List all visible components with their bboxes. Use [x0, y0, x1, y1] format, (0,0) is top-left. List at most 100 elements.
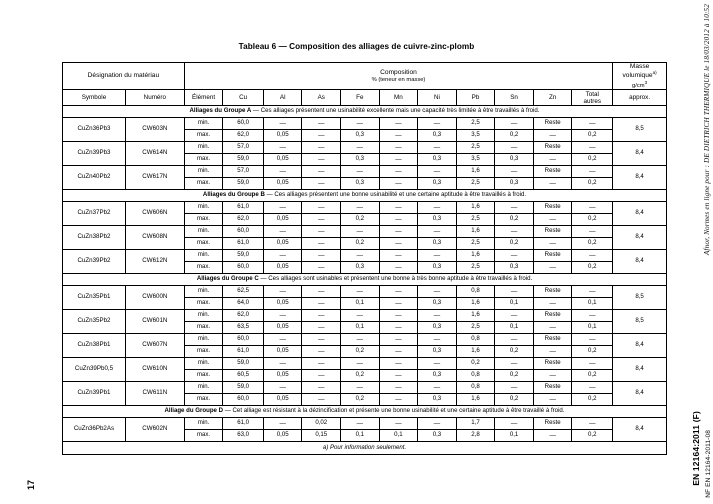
cell-zn-max: —	[532, 369, 573, 383]
cell-sn-min: —	[494, 117, 534, 131]
cell-al-max: 0,05	[262, 261, 303, 275]
cell-fe-max: 0,2	[340, 393, 380, 407]
cell-fe-min: —	[340, 417, 380, 431]
cell-as-max: —	[301, 261, 342, 275]
cell-symbole: CuZn35Pb1	[62, 285, 126, 311]
cell-fe-min: —	[340, 165, 380, 179]
cell-al-min: —	[262, 333, 303, 347]
cell-pb-max: 3,5	[455, 153, 496, 167]
cell-as-min: —	[301, 165, 342, 179]
cell-sn-min: —	[494, 309, 534, 323]
cell-max-label: max.	[183, 369, 224, 383]
cell-ni-min: —	[417, 357, 457, 371]
cell-pb-max: 2,5	[455, 321, 496, 335]
cell-mn-min: —	[378, 165, 419, 179]
cell-zn-max: —	[532, 393, 573, 407]
cell-pb-min: 1,6	[455, 309, 496, 323]
cell-max-label: max.	[183, 297, 224, 311]
cell-fe-max: 0,3	[340, 261, 380, 275]
cell-fe-max: 0,1	[340, 321, 380, 335]
cell-sn-min: —	[494, 141, 534, 155]
table-row: CuZn38Pb2 CW608N min. 60,0— — — — —1,6— Reste —8,…	[62, 225, 667, 251]
cell-sn-max: 0,1	[494, 297, 534, 311]
cell-symbole: CuZn39Pb3	[62, 141, 126, 167]
header-al: Al	[262, 89, 303, 107]
cell-mn-max: —	[378, 129, 419, 143]
cell-masse-volumique: 8,4	[612, 141, 667, 167]
cell-ni-max: 0,3	[417, 297, 457, 311]
group-band-row: Alliages du Groupe B — Ces alliages prés…	[62, 189, 667, 203]
cell-fe-max: 0,1	[340, 297, 380, 311]
table-row: CuZn39Pb2 CW612N min. 59,0— — — — —1,6— Reste —8,…	[62, 249, 667, 275]
cell-cu-max: 60,0	[222, 393, 264, 407]
cell-as-min: —	[301, 357, 342, 371]
cell-cu-max: 63,5	[222, 321, 264, 335]
cell-as-max: —	[301, 153, 342, 167]
cell-total-max: 0,2	[571, 345, 614, 359]
cell-min-label: min.	[183, 141, 224, 155]
cell-zn-min: Reste	[532, 417, 573, 431]
cell-cu-max: 59,0	[222, 177, 264, 191]
cell-as-min: —	[301, 309, 342, 323]
cell-total-max: 0,2	[571, 237, 614, 251]
cell-sn-max: 0,3	[494, 153, 534, 167]
cell-mn-min: —	[378, 117, 419, 131]
cell-ni-min: —	[417, 417, 457, 431]
cell-ni-min: —	[417, 225, 457, 239]
cell-numero: CW611N	[124, 381, 185, 407]
cell-al-min: —	[262, 381, 303, 395]
cell-ni-max: 0,3	[417, 261, 457, 275]
cell-cu-max: 61,0	[222, 237, 264, 251]
cell-zn-min: Reste	[532, 381, 573, 395]
cell-ni-min: —	[417, 285, 457, 299]
cell-pb-min: 0,8	[455, 285, 496, 299]
cell-zn-max: —	[532, 345, 573, 359]
header-masse-line2: volumiquea)	[622, 70, 657, 80]
table-row: CuZn39Pb0,5 CW610N min. 59,0— — — — —0,2— Reste —…	[62, 357, 667, 383]
cell-numero: CW601N	[124, 309, 185, 335]
cell-total-min: —	[571, 417, 614, 431]
cell-sn-max: 0,2	[494, 129, 534, 143]
cell-al-min: —	[262, 417, 303, 431]
cell-fe-min: —	[340, 285, 380, 299]
cell-cu-max: 63,0	[222, 429, 264, 443]
cell-masse-volumique: 8,4	[612, 333, 667, 359]
cell-as-min: —	[301, 333, 342, 347]
cell-mn-max: —	[378, 237, 419, 251]
cell-total-min: —	[571, 225, 614, 239]
cell-numero: CW607N	[124, 333, 185, 359]
cell-sn-min: —	[494, 381, 534, 395]
cell-pb-min: 1,6	[455, 201, 496, 215]
cell-zn-max: —	[532, 153, 573, 167]
cell-total-min: —	[571, 285, 614, 299]
cell-sn-min: —	[494, 201, 534, 215]
header-designation: Désignation du matériau	[62, 61, 185, 91]
cell-zn-max: —	[532, 297, 573, 311]
cell-symbole: CuZn38Pb2	[62, 225, 126, 251]
table-row: CuZn39Pb3 CW614N min. 57,0— — — — —2,5— Reste —8,…	[62, 141, 667, 167]
cell-total-min: —	[571, 357, 614, 371]
cell-sn-max: 0,2	[494, 213, 534, 227]
footnote-text: a) Pour information seulement.	[62, 441, 667, 456]
cell-al-min: —	[262, 357, 303, 371]
cell-as-min: —	[301, 249, 342, 263]
header-total-autres: Total autres	[571, 89, 614, 107]
cell-max-label: max.	[183, 213, 224, 227]
cell-symbole: CuZn36Pb2As	[62, 417, 126, 443]
table-row: CuZn40Pb2 CW617N min. 57,0— — — — —1,6— Reste —8,…	[62, 165, 667, 191]
header-element: Élément	[183, 89, 224, 107]
cell-sn-max: 0,3	[494, 177, 534, 191]
cell-mn-max: —	[378, 297, 419, 311]
cell-mn-max: —	[378, 369, 419, 383]
header-composition-label: Composition	[380, 69, 417, 77]
cell-al-min: —	[262, 141, 303, 155]
cell-numero: CW600N	[124, 285, 185, 311]
cell-total-min: —	[571, 309, 614, 323]
cell-al-max: 0,05	[262, 369, 303, 383]
table-row: max. 59,0 0,05—0,3—0,3 3,5 0,3—0,2	[63, 153, 667, 167]
cell-cu-max: 60,5	[222, 369, 264, 383]
cell-ni-min: —	[417, 381, 457, 395]
cell-numero: CW617N	[124, 165, 185, 191]
cell-total-min: —	[571, 381, 614, 395]
cell-pb-min: 2,5	[455, 117, 496, 131]
